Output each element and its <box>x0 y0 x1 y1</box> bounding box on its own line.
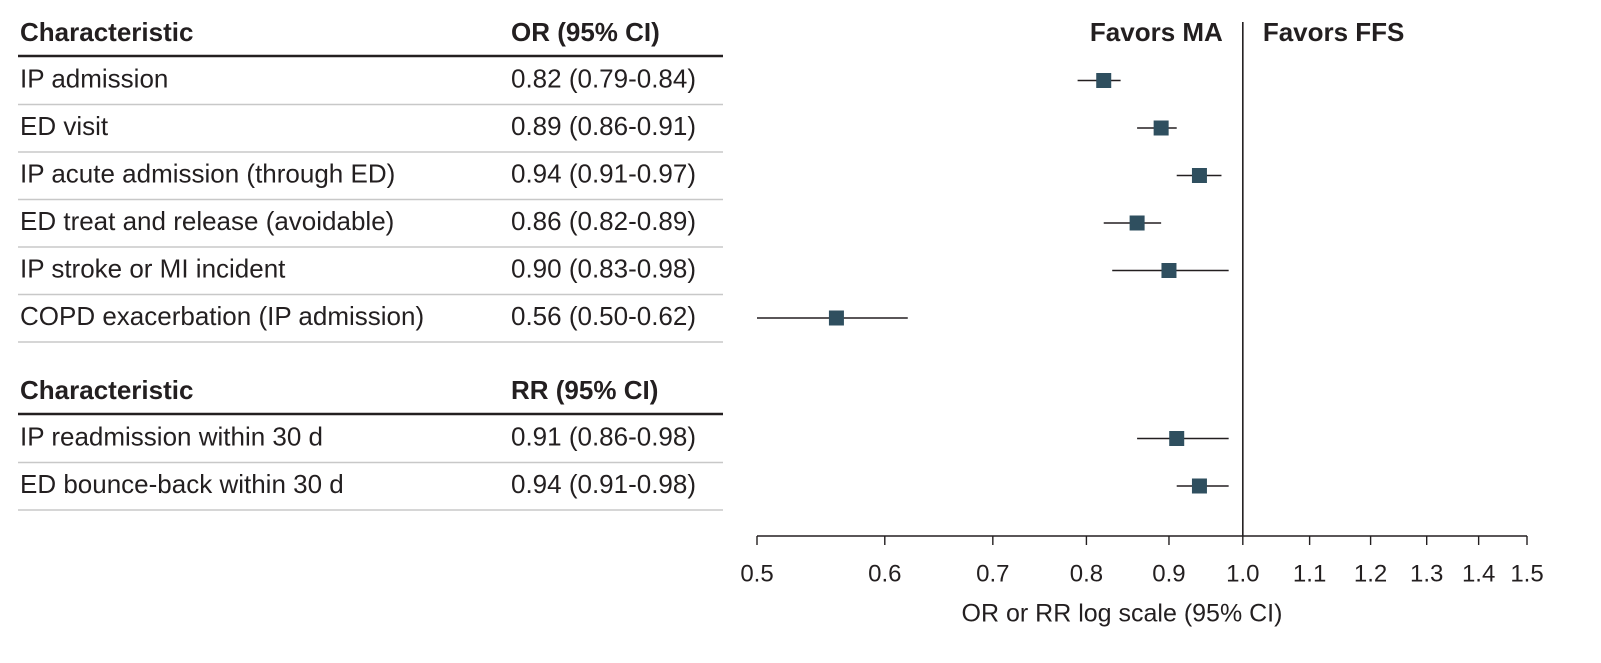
point-estimate-marker <box>1129 215 1145 231</box>
row-statistic: 0.91 (0.86-0.98) <box>511 421 696 451</box>
row-label: IP readmission within 30 d <box>20 421 323 451</box>
point-estimate-marker <box>1161 263 1177 278</box>
x-tick-label: 1.4 <box>1462 560 1495 587</box>
row-label: ED bounce-back within 30 d <box>20 469 344 499</box>
row-label: IP stroke or MI incident <box>20 253 286 283</box>
column-header-characteristic: Characteristic <box>20 17 193 47</box>
x-tick-label: 0.5 <box>740 560 773 587</box>
x-axis-title: OR or RR log scale (95% CI) <box>962 600 1283 628</box>
row-statistic: 0.86 (0.82-0.89) <box>511 206 696 236</box>
favors-right-label: Favors FFS <box>1263 17 1405 47</box>
row-label: COPD exacerbation (IP admission) <box>20 301 424 331</box>
favors-left-label: Favors MA <box>1090 17 1223 47</box>
row-statistic: 0.56 (0.50-0.62) <box>511 301 696 331</box>
point-estimate-marker <box>1191 478 1207 494</box>
row-label: IP acute admission (through ED) <box>20 158 395 188</box>
results-table: Characteristic OR (95% CI) IP admission 0.8… <box>18 17 723 511</box>
point-estimate-marker <box>1191 168 1207 183</box>
row-statistic: 0.94 (0.91-0.98) <box>511 469 696 499</box>
x-tick-label: 0.8 <box>1070 560 1103 587</box>
x-tick-label: 1.3 <box>1410 560 1443 587</box>
x-tick-label: 1.5 <box>1510 560 1543 587</box>
x-tick-label: 0.9 <box>1152 560 1185 587</box>
x-tick-label: 1.2 <box>1354 560 1387 587</box>
column-header-characteristic: Characteristic <box>20 375 193 405</box>
point-estimate-marker <box>1169 431 1185 446</box>
x-tick-label: 1.1 <box>1293 560 1326 587</box>
row-statistic: 0.90 (0.83-0.98) <box>511 253 696 283</box>
row-statistic: 0.82 (0.79-0.84) <box>511 63 696 93</box>
x-tick-label: 0.6 <box>868 560 901 587</box>
point-estimate-marker <box>1153 120 1169 136</box>
row-label: ED treat and release (avoidable) <box>20 206 394 236</box>
x-tick-label: 0.7 <box>976 560 1009 587</box>
column-header-statistic: OR (95% CI) <box>511 17 660 47</box>
x-tick-label: 1.0 <box>1226 560 1259 587</box>
row-label: IP admission <box>20 63 168 93</box>
column-header-statistic: RR (95% CI) <box>511 375 658 405</box>
point-estimate-marker <box>828 310 844 326</box>
x-axis: 0.5 0.6 0.7 0.8 0.9 1.0 1.1 1.2 1.3 1.4 1.5 OR or R… <box>740 535 1544 628</box>
row-label: ED visit <box>20 111 109 141</box>
point-estimate-marker <box>1096 73 1112 88</box>
forest-plot-area: Favors MA Favors FFS <box>757 17 1404 536</box>
row-statistic: 0.94 (0.91-0.97) <box>511 158 696 188</box>
row-statistic: 0.89 (0.86-0.91) <box>511 111 696 141</box>
